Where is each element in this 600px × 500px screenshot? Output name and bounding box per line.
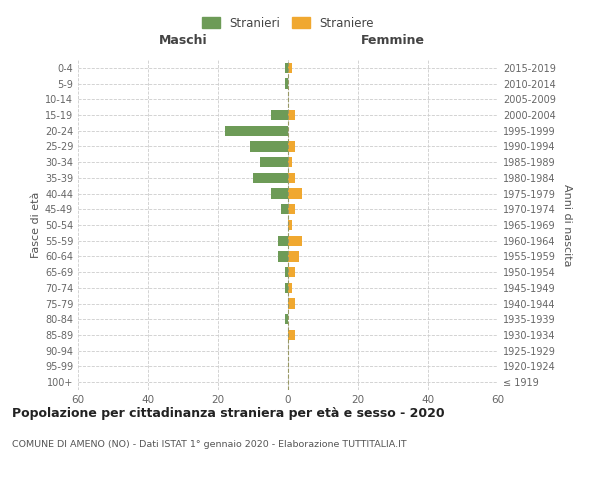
- Bar: [284, 267, 288, 277]
- Bar: [284, 78, 288, 88]
- Bar: [225, 126, 288, 136]
- Bar: [260, 157, 288, 167]
- Text: COMUNE DI AMENO (NO) - Dati ISTAT 1° gennaio 2020 - Elaborazione TUTTITALIA.IT: COMUNE DI AMENO (NO) - Dati ISTAT 1° gen…: [12, 440, 407, 449]
- Text: Maschi: Maschi: [158, 34, 208, 47]
- Bar: [250, 142, 288, 152]
- Bar: [288, 62, 292, 73]
- Y-axis label: Anni di nascita: Anni di nascita: [562, 184, 572, 266]
- Bar: [284, 62, 288, 73]
- Bar: [288, 110, 295, 120]
- Bar: [288, 142, 295, 152]
- Bar: [284, 283, 288, 293]
- Bar: [271, 188, 288, 198]
- Y-axis label: Fasce di età: Fasce di età: [31, 192, 41, 258]
- Bar: [288, 204, 295, 214]
- Bar: [284, 314, 288, 324]
- Bar: [288, 157, 292, 167]
- Bar: [277, 236, 288, 246]
- Bar: [288, 330, 295, 340]
- Bar: [288, 267, 295, 277]
- Text: Femmine: Femmine: [361, 34, 425, 47]
- Bar: [281, 204, 288, 214]
- Bar: [288, 173, 295, 183]
- Bar: [288, 188, 302, 198]
- Bar: [271, 110, 288, 120]
- Bar: [277, 252, 288, 262]
- Text: Popolazione per cittadinanza straniera per età e sesso - 2020: Popolazione per cittadinanza straniera p…: [12, 408, 445, 420]
- Bar: [288, 283, 292, 293]
- Legend: Stranieri, Straniere: Stranieri, Straniere: [196, 11, 380, 36]
- Bar: [288, 220, 292, 230]
- Bar: [288, 252, 299, 262]
- Bar: [288, 236, 302, 246]
- Bar: [253, 173, 288, 183]
- Bar: [288, 298, 295, 308]
